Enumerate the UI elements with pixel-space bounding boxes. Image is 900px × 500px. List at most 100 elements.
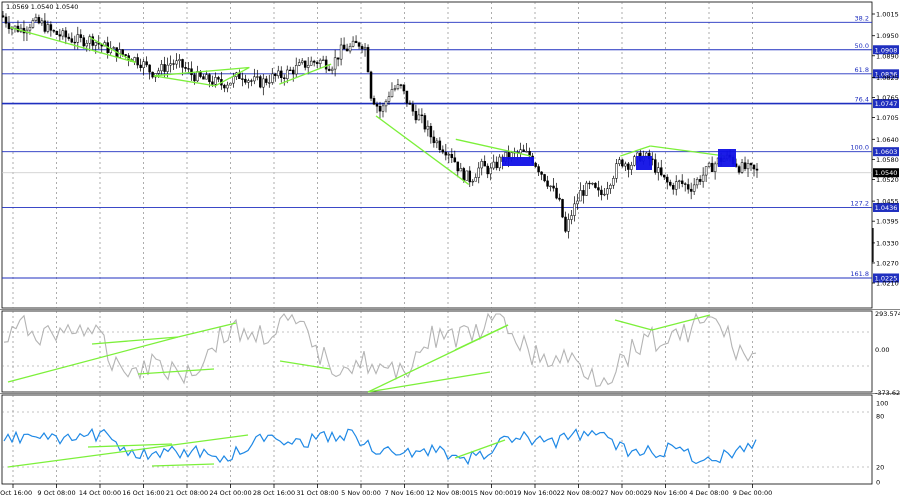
candle-body [40,20,44,24]
candle-body [453,157,457,163]
x-tick-label: 21 Oct 08:00 [166,489,208,497]
fib-label: 61.8 [855,66,869,74]
y-tick-label: 1.0640 [876,136,899,144]
candle-body [324,59,328,70]
candle-body [576,200,579,205]
candle-body [265,78,268,83]
candle-body [606,188,609,195]
candle-body [250,80,253,82]
candle-body [483,161,486,167]
candle-body [280,70,283,78]
x-tick-label: 9 Dec 00:00 [733,489,773,497]
candle-body [208,74,211,83]
fib-price-tag [873,99,899,109]
candle-body [178,59,181,62]
candle-body [654,159,657,173]
candle-body [432,136,436,144]
candle-body [396,84,400,89]
candle-body [58,34,62,37]
candle-body [534,162,537,167]
candle-body [345,48,349,52]
candle-body [402,84,406,92]
candle-body [543,174,546,182]
candle-body [190,68,193,76]
candle-body [597,187,600,191]
candle-body [456,161,460,172]
highlight-box [502,157,534,166]
candle-body [202,76,205,80]
price-pattern-line [153,66,250,77]
candle-body [633,156,636,166]
cci-line [3,312,757,387]
candle-body [752,164,756,170]
candle-body [689,188,693,192]
candle-body [262,78,265,88]
candle-body [52,30,56,32]
candle-body [594,182,597,188]
candle-body [549,185,552,188]
candle-body [169,63,172,66]
candle-body [624,163,627,167]
candle-body [139,64,142,68]
fib-price-tag-text: 1.0603 [875,148,898,156]
highlight-box [718,149,736,167]
candle-body [674,181,678,190]
x-tick-label: 16 Oct 16:00 [122,489,164,497]
candle-body [229,82,232,86]
y-axis: 1.0015 1.0950 1.0890 1.0825 1.0765 1.0705 1.06… [872,11,900,487]
candle-body [342,44,346,50]
candle-body [363,47,367,50]
candle-body [196,71,199,82]
candle-body [393,88,397,90]
rsi-tick-label: 80 [876,413,884,421]
candle-body [157,70,160,74]
candle-body [399,84,403,86]
candle-body [615,163,618,179]
candle-body [573,203,576,216]
x-tick-label: 27 Nov 00:00 [600,489,644,497]
x-tick-label: 28 Oct 16:00 [253,489,295,497]
candle-body [564,216,567,232]
candle-body [223,84,226,89]
fib-price-tag-text: 1.0747 [875,100,898,108]
candle-body [585,182,588,196]
candle-body [31,20,35,28]
candle-body [662,174,666,178]
candle-body [740,162,744,173]
candle-body [49,24,53,31]
x-tick-label: 7 Nov 16:00 [385,489,425,497]
candle-body [465,170,469,181]
candle-body [73,41,77,44]
rsi-pattern-line [87,443,173,448]
y-tick-label: 1.0395 [876,218,899,226]
price-pane-frame [1,1,873,309]
price-pattern-line [279,63,332,85]
rsi-line [3,427,757,466]
candle-body [444,151,448,156]
x-tick-label: 29 Nov 16:00 [644,489,688,497]
candle-body [94,42,98,46]
fib-levels: 38.2 50.0 1.0908 61.8 1.0836 76.4 1.0747 100.0 1… [2,14,899,283]
price-pattern-line [215,66,250,87]
candle-body [749,163,753,166]
candle-body [61,30,65,37]
fib-label: 76.4 [855,96,869,104]
candle-body [746,163,750,170]
candle-body [387,96,391,102]
candle-body [755,168,759,171]
candle-body [268,82,271,84]
candle-body [91,36,95,46]
rsi-tick-label: 0 [876,479,880,487]
candle-body [28,27,32,31]
highlight-box [636,156,652,170]
cci-pattern-line [367,371,491,393]
y-tick-label: 1.0580 [876,156,899,164]
fib-label: 50.0 [855,42,869,50]
candle-body [695,179,699,186]
cci-pattern-line [137,368,215,375]
candle-body [408,102,412,105]
y-tick-label: 1.0950 [876,32,899,40]
candle-body [489,167,492,175]
candle-body [160,64,163,72]
